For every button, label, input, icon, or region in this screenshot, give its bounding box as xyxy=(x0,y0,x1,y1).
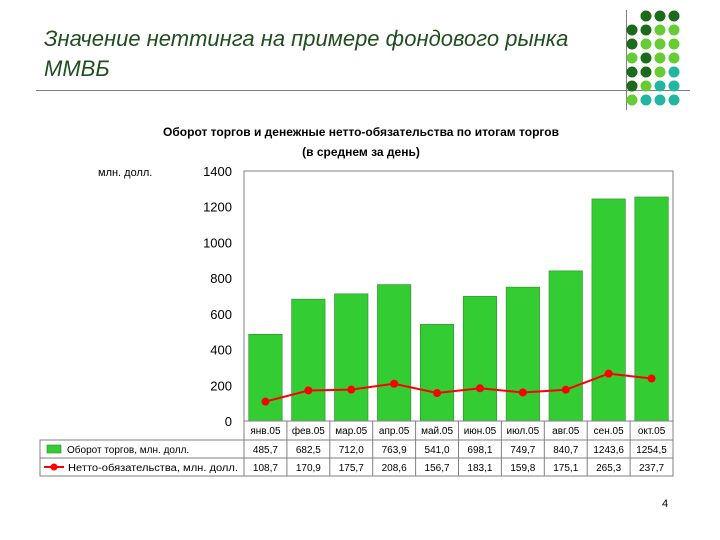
data-label: 485,7 xyxy=(253,445,278,456)
data-label: 175,7 xyxy=(339,463,364,474)
page-number: 4 xyxy=(662,498,669,510)
y-tick-label: 400 xyxy=(210,343,232,358)
decorative-dot xyxy=(626,66,638,78)
line-series xyxy=(265,372,652,403)
decorative-dot xyxy=(654,80,666,92)
legend-bar-label: Оборот торгов, млн. долл. xyxy=(67,444,189,456)
decorative-dot xyxy=(668,80,680,92)
line-point xyxy=(604,369,613,378)
chart-title: Оборот торгов и денежные нетто-обязатель… xyxy=(163,125,559,139)
x-tick-label: сен.05 xyxy=(594,426,624,437)
decorative-dot xyxy=(640,52,652,64)
bar xyxy=(291,298,326,422)
bar xyxy=(248,333,283,422)
decorative-dot xyxy=(668,10,680,22)
bar xyxy=(420,324,455,422)
data-label: 265,3 xyxy=(596,463,621,474)
y-tick-label: 600 xyxy=(210,307,232,322)
decorative-dot xyxy=(626,52,638,64)
y-tick-label: 1000 xyxy=(203,235,232,250)
x-tick-label: янв.05 xyxy=(250,426,281,437)
decorative-dot xyxy=(640,94,652,106)
y-tick-label: 800 xyxy=(210,271,232,286)
x-tick-label: фев.05 xyxy=(292,425,325,437)
y-tick-label: 1400 xyxy=(203,164,232,179)
data-label: 712,0 xyxy=(339,445,364,456)
line-point xyxy=(518,388,527,397)
x-tick-label: мар.05 xyxy=(335,426,367,437)
data-label: 237,7 xyxy=(639,463,664,474)
chart: Оборот торгов и денежные нетто-обязатель… xyxy=(39,125,674,477)
y-tick-label: 0 xyxy=(225,414,232,429)
y-tick-label: 200 xyxy=(210,378,232,393)
data-label: 1254,5 xyxy=(636,445,667,456)
decorative-dot xyxy=(668,52,680,64)
data-label: 183,1 xyxy=(467,463,492,474)
decorative-dot xyxy=(640,66,652,78)
line-point xyxy=(261,397,270,406)
decorative-dot xyxy=(654,24,666,36)
x-tick-label: окт.05 xyxy=(638,426,666,437)
decorative-dot xyxy=(640,24,652,36)
line-point xyxy=(433,389,442,398)
decorative-dot xyxy=(654,10,666,22)
x-tick-label: авг.05 xyxy=(552,426,580,437)
x-tick-label: июн.05 xyxy=(464,426,497,437)
decorative-dot xyxy=(626,94,638,106)
bar xyxy=(548,270,583,422)
line-point xyxy=(347,385,356,394)
decorative-dot xyxy=(626,24,638,36)
decorative-dot xyxy=(654,94,666,106)
bar xyxy=(377,284,412,422)
legend-line-label: Нетто-обязательства, млн. долл. xyxy=(68,462,238,474)
x-tick-label: апр.05 xyxy=(379,426,410,437)
line-point xyxy=(475,384,484,393)
data-label: 541,0 xyxy=(425,445,450,456)
title-divider xyxy=(36,90,690,91)
bar xyxy=(505,286,540,422)
legend-bar-key xyxy=(46,444,62,454)
decorative-dot xyxy=(668,24,680,36)
x-tick-label: май.05 xyxy=(421,426,453,437)
x-tick-label: июл.05 xyxy=(507,426,540,437)
decorative-dot xyxy=(626,80,638,92)
data-label: 159,8 xyxy=(510,463,535,474)
decorative-dot xyxy=(640,38,652,50)
data-label: 682,5 xyxy=(296,445,321,456)
decorative-dot xyxy=(668,66,680,78)
legend-line-marker xyxy=(50,463,58,471)
y-axis-label: млн. долл. xyxy=(98,167,152,179)
decorative-dot xyxy=(640,80,652,92)
data-label: 108,7 xyxy=(253,463,278,474)
line-point xyxy=(647,374,656,383)
title-vertical-divider xyxy=(626,10,627,110)
data-label: 208,6 xyxy=(382,463,407,474)
decorative-dot xyxy=(626,38,638,50)
data-label: 698,1 xyxy=(467,445,492,456)
decorative-dot xyxy=(654,38,666,50)
data-label: 749,7 xyxy=(510,445,535,456)
decorative-dot-grid xyxy=(626,10,680,106)
data-label: 763,9 xyxy=(382,445,407,456)
data-label: 175,1 xyxy=(553,463,578,474)
data-label: 156,7 xyxy=(425,463,450,474)
data-label: 840,7 xyxy=(553,445,578,456)
line-point xyxy=(304,386,313,395)
data-label: 1243,6 xyxy=(593,445,624,456)
chart-subtitle: (в среднем за день) xyxy=(302,145,420,159)
bar xyxy=(462,296,497,422)
decorative-dot xyxy=(654,66,666,78)
data-label: 170,9 xyxy=(296,463,321,474)
line-point xyxy=(561,385,570,394)
bar xyxy=(591,198,626,422)
decorative-dot xyxy=(654,52,666,64)
slide-title: Значение неттинга на примере фондового р… xyxy=(44,26,569,81)
decorative-dot xyxy=(640,10,652,22)
decorative-dot xyxy=(668,94,680,106)
y-tick-label: 1200 xyxy=(203,200,232,215)
bar xyxy=(634,196,669,422)
line-point xyxy=(390,379,399,388)
bar xyxy=(334,293,369,422)
decorative-dot xyxy=(668,38,680,50)
